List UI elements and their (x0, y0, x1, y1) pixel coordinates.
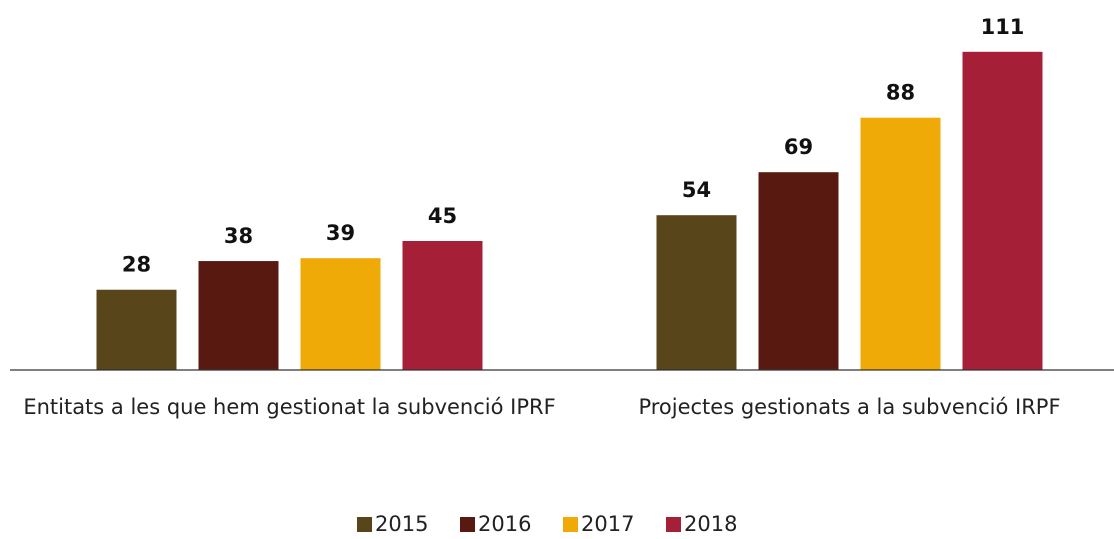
value-label: 38 (224, 224, 253, 248)
value-label: 45 (428, 204, 457, 228)
legend-label: 2015 (375, 512, 428, 536)
value-label: 69 (784, 135, 813, 159)
value-label: 111 (981, 15, 1025, 39)
legend-swatch (357, 517, 372, 532)
value-label: 54 (682, 178, 711, 202)
bar (198, 261, 279, 370)
bar (860, 117, 941, 370)
legend-label: 2018 (684, 512, 737, 536)
value-label: 28 (122, 253, 151, 277)
bar (962, 51, 1043, 371)
value-label: 88 (886, 81, 915, 105)
bar (96, 289, 177, 370)
legend-swatch (666, 517, 681, 532)
x-tick-label: Entitats a les que hem gestionat la subv… (23, 395, 556, 419)
bar (656, 215, 737, 370)
legend-swatch (460, 517, 475, 532)
legend-label: 2017 (581, 512, 634, 536)
value-label: 39 (326, 221, 355, 245)
legend-swatch (563, 517, 578, 532)
bar (300, 258, 381, 370)
x-tick-label: Projectes gestionats a la subvenció IRPF (638, 395, 1061, 419)
legend-label: 2016 (478, 512, 531, 536)
bar (758, 172, 839, 370)
bar (402, 241, 483, 370)
